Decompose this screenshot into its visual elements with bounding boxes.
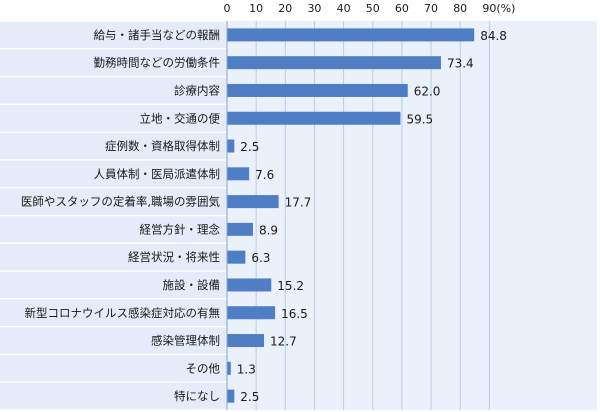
x-tick-label: 70 xyxy=(424,2,438,15)
x-tick-label: 20 xyxy=(278,2,292,15)
value-label: 15.2 xyxy=(277,279,304,293)
x-tick-label: 60 xyxy=(395,2,409,15)
category-label: 医師やスタッフの定着率,職場の雰囲気 xyxy=(21,195,221,209)
x-axis-ticks: 0 10 20 30 40 50 60 70 80 90 xyxy=(224,2,497,15)
value-label: 16.5 xyxy=(281,307,308,321)
bar xyxy=(227,167,250,181)
bar xyxy=(227,250,246,264)
category-label: 施設・設備 xyxy=(163,278,221,292)
category-label: 給与・諸手当などの報酬 xyxy=(94,28,221,42)
x-tick-label: 80 xyxy=(453,2,467,15)
x-tick-label: 10 xyxy=(249,2,263,15)
category-label: その他 xyxy=(186,361,221,375)
value-label: 59.5 xyxy=(406,112,433,126)
bar xyxy=(227,28,475,42)
value-label: 62.0 xyxy=(414,84,441,98)
plot-area xyxy=(227,21,597,410)
row-dividers xyxy=(0,20,227,411)
x-tick-label: 90 xyxy=(482,2,496,15)
category-label: 経営状況・将来性 xyxy=(128,250,220,264)
category-label: 勤務時間などの労働条件 xyxy=(94,56,221,70)
category-label: 感染管理体制 xyxy=(151,334,220,348)
bars xyxy=(227,28,475,403)
category-label: 特になし xyxy=(174,389,220,403)
bar xyxy=(227,389,235,403)
category-label: 立地・交通の便 xyxy=(140,111,221,125)
x-tick-label: 50 xyxy=(366,2,380,15)
value-label: 2.5 xyxy=(240,140,259,154)
value-label: 84.8 xyxy=(480,29,507,43)
bar xyxy=(227,111,401,125)
bar xyxy=(227,195,279,209)
value-labels: 84.8 73.4 62.0 59.5 2.5 7.6 17.7 8.9 6.3 15.2 16.5… xyxy=(237,29,507,404)
bar xyxy=(227,139,235,153)
bar xyxy=(227,306,276,320)
bar xyxy=(227,56,441,70)
bar xyxy=(227,334,265,348)
value-label: 8.9 xyxy=(259,223,278,237)
category-label: 新型コロナウイルス感染症対応の有無 xyxy=(25,306,221,320)
value-label: 17.7 xyxy=(285,196,312,210)
value-label: 12.7 xyxy=(270,335,297,349)
category-labels: 給与・諸手当などの報酬勤務時間などの労働条件診療内容立地・交通の便症例数・資格取… xyxy=(21,28,221,403)
bar xyxy=(227,222,253,236)
value-label: 7.6 xyxy=(255,168,274,182)
x-axis-unit: (%) xyxy=(496,2,515,15)
category-label: 診療内容 xyxy=(174,83,220,97)
value-label: 1.3 xyxy=(237,362,256,376)
category-label: 人員体制・医局派遣体制 xyxy=(94,167,221,181)
category-label: 症例数・資格取得体制 xyxy=(105,139,220,153)
x-tick-label: 0 xyxy=(224,2,231,15)
x-tick-label: 40 xyxy=(337,2,351,15)
category-label: 経営方針・理念 xyxy=(140,222,221,236)
value-label: 2.5 xyxy=(240,390,259,404)
x-tick-label: 30 xyxy=(307,2,321,15)
value-label: 6.3 xyxy=(251,251,270,265)
bar xyxy=(227,361,231,375)
bar xyxy=(227,278,272,292)
value-label: 73.4 xyxy=(447,57,474,71)
bar xyxy=(227,83,408,97)
